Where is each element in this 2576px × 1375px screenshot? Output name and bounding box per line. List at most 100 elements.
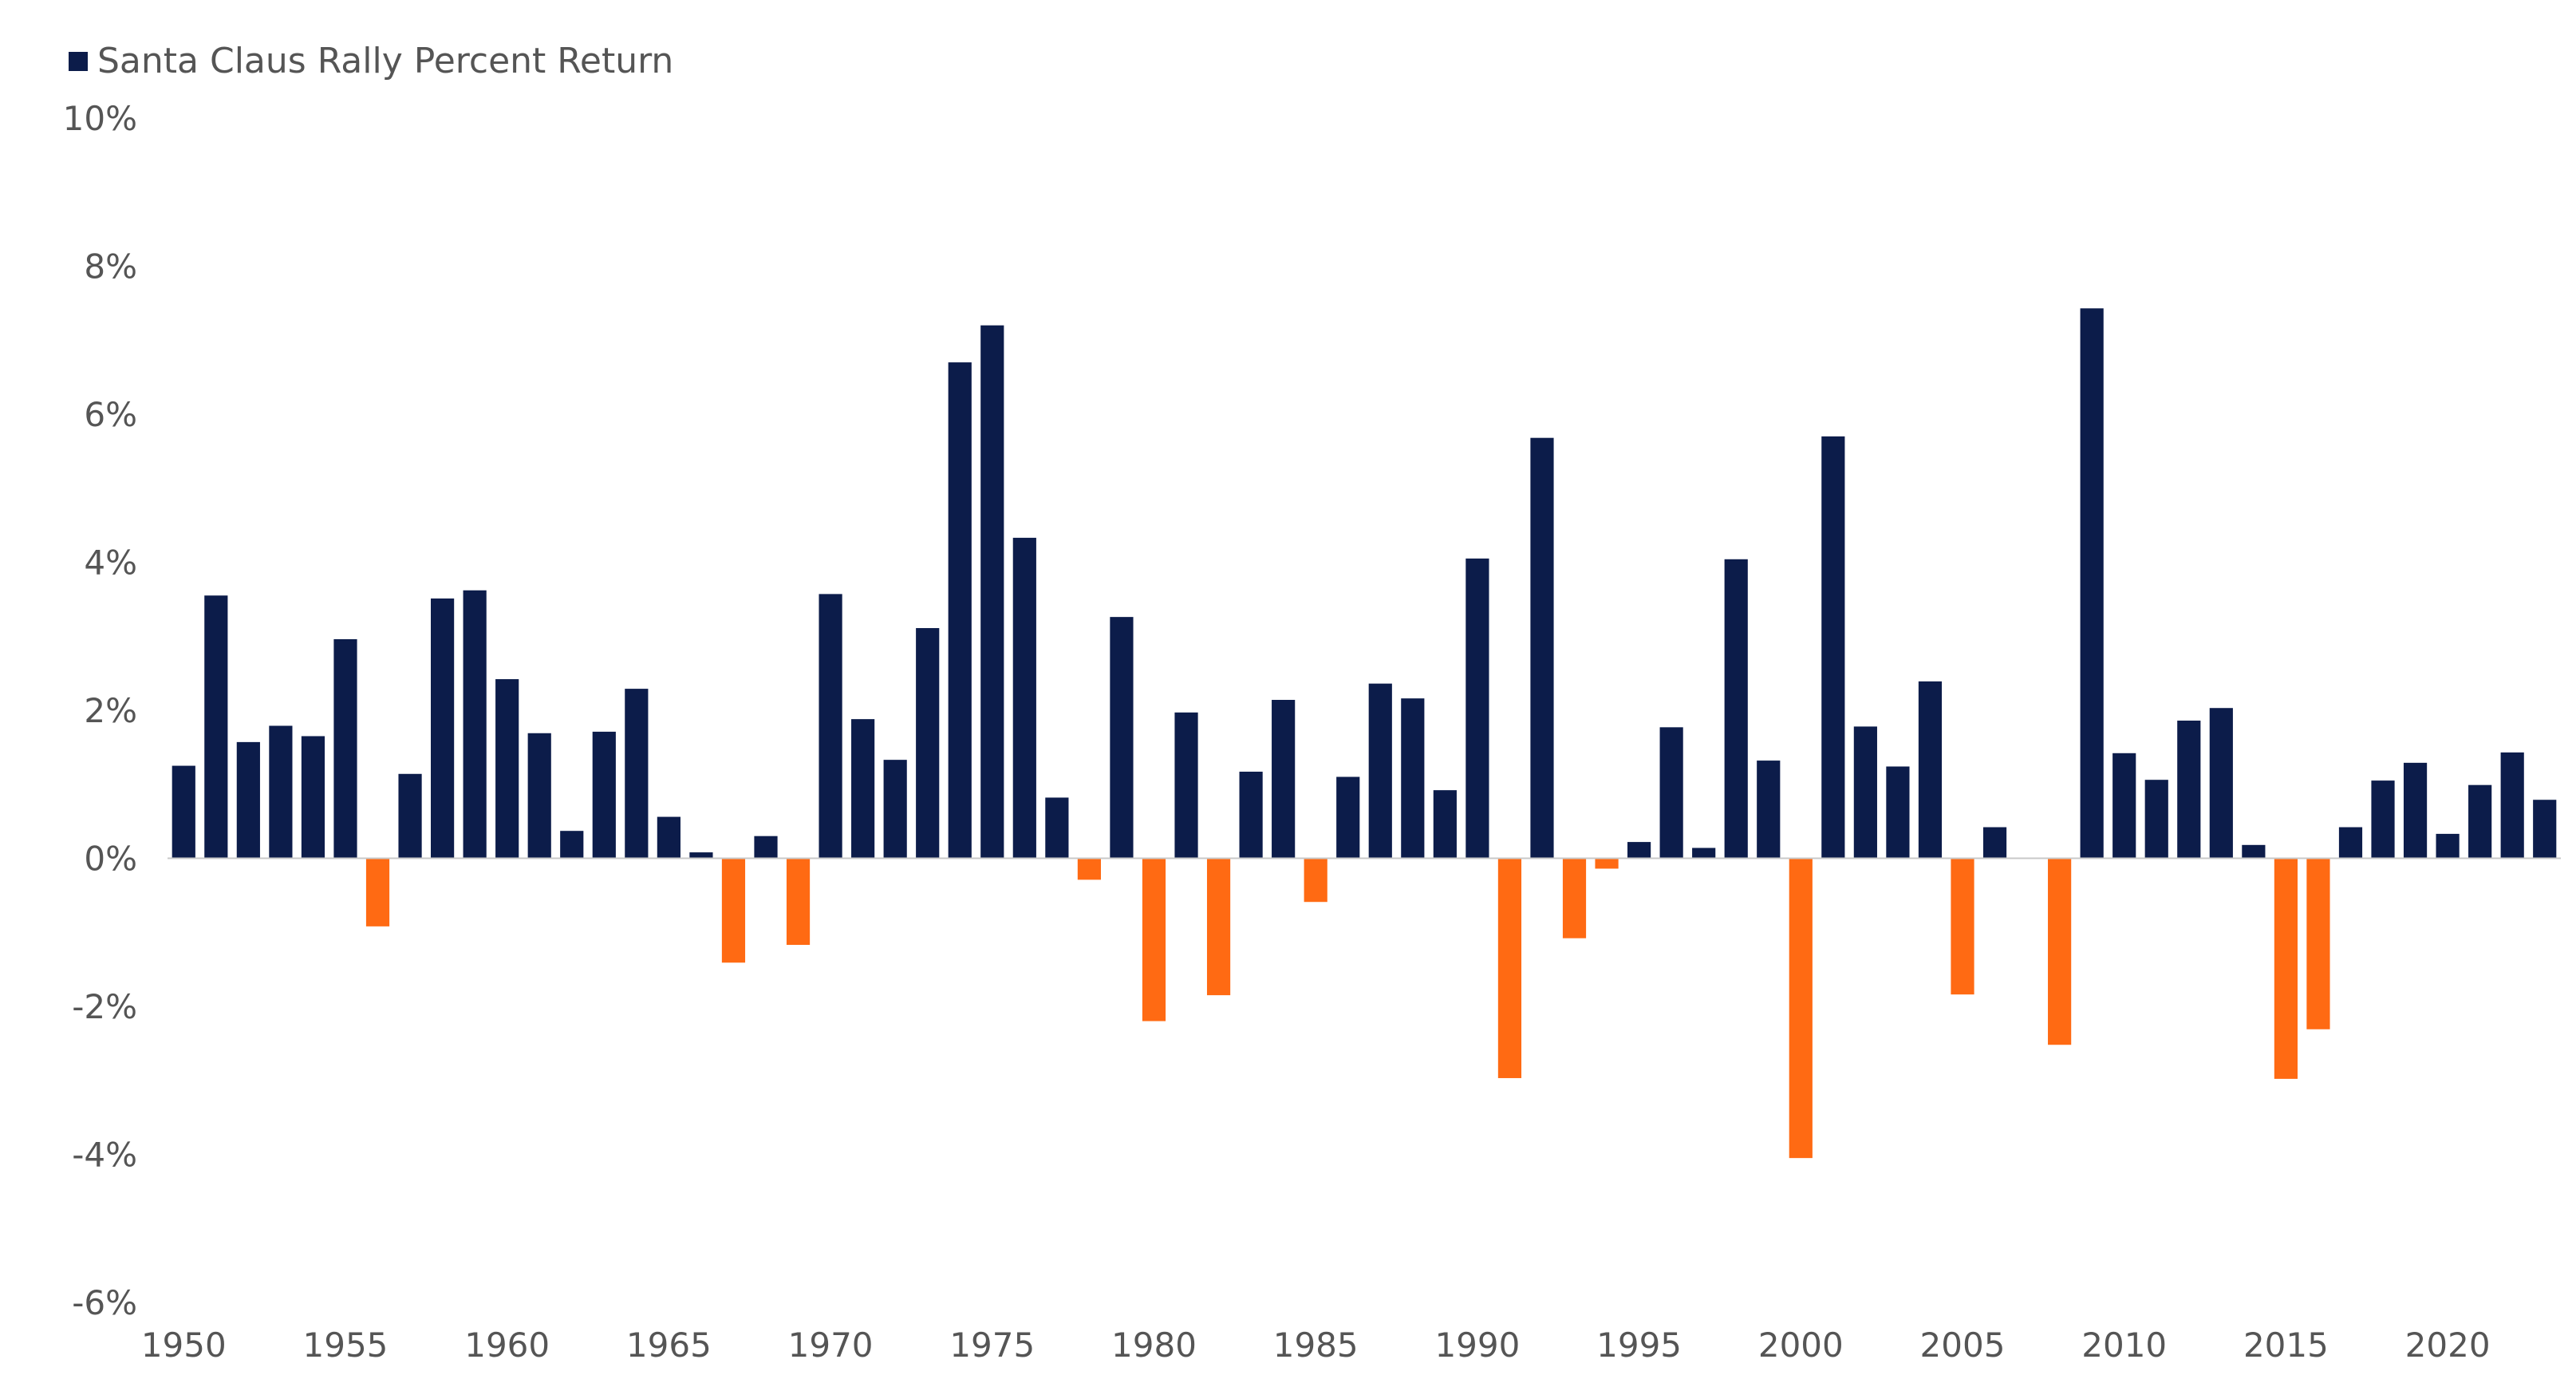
bar-1984: [1272, 700, 1296, 859]
bar-1994: [1595, 858, 1619, 869]
bar-2013: [2209, 708, 2233, 859]
bar-1996: [1659, 727, 1683, 859]
bar-1995: [1627, 842, 1651, 859]
x-axis: 1950 1955 1960 1965 1970 1975 1980 1985 1990 1995…: [141, 1326, 2491, 1365]
bar-2008: [2048, 858, 2072, 1045]
bar-1985: [1304, 858, 1327, 903]
y-tick-label: 4%: [84, 543, 137, 583]
bar-1987: [1368, 683, 1392, 859]
bars-group: [172, 308, 2557, 1159]
x-tick-label: 2000: [1758, 1326, 1844, 1365]
x-tick-label: 1960: [464, 1326, 550, 1365]
bar-2017: [2338, 827, 2363, 859]
bar-2019: [2403, 762, 2428, 859]
bar-1992: [1530, 437, 1554, 859]
bar-1980: [1142, 858, 1166, 1021]
x-tick-label: 2015: [2243, 1326, 2329, 1365]
bar-1972: [883, 760, 907, 859]
bar-1989: [1433, 790, 1457, 859]
bar-2022: [2500, 752, 2524, 859]
bar-2010: [2112, 753, 2136, 859]
bar-2012: [2177, 720, 2201, 859]
bar-1959: [463, 590, 487, 859]
x-tick-label: 2010: [2081, 1326, 2167, 1365]
x-tick-label: 1995: [1596, 1326, 1682, 1365]
bar-1958: [431, 598, 455, 859]
bar-2006: [1982, 827, 2007, 859]
bar-1953: [269, 725, 293, 859]
y-tick-label: 6%: [84, 395, 137, 434]
legend-swatch: [69, 52, 88, 71]
bar-1979: [1110, 617, 1134, 859]
bar-2014: [2242, 844, 2266, 859]
bar-1974: [948, 362, 972, 859]
bar-1964: [625, 689, 649, 859]
bar-1990: [1466, 558, 1489, 859]
bar-2021: [2468, 784, 2492, 859]
bar-2011: [2144, 780, 2168, 859]
bar-1950: [172, 765, 195, 859]
bar-1968: [754, 836, 778, 859]
x-tick-label: 2020: [2405, 1326, 2491, 1365]
legend: Santa Claus Rally Percent Return: [69, 41, 673, 81]
bar-1977: [1045, 797, 1069, 859]
bar-1951: [204, 595, 228, 859]
bar-1957: [398, 773, 422, 859]
x-tick-label: 1980: [1111, 1326, 1197, 1365]
bar-2005: [1951, 858, 1974, 995]
legend-label: Santa Claus Rally Percent Return: [97, 41, 673, 81]
bar-1983: [1239, 771, 1263, 859]
bar-1999: [1757, 761, 1781, 859]
bar-1997: [1692, 848, 1716, 859]
bar-1993: [1562, 858, 1587, 938]
bar-1955: [333, 638, 357, 859]
bar-1998: [1724, 559, 1748, 859]
bar-1981: [1174, 712, 1198, 859]
bar-2003: [1886, 766, 1910, 859]
bar-1969: [786, 858, 811, 946]
bar-1960: [495, 679, 519, 859]
y-tick-label: 8%: [84, 247, 137, 286]
bar-1986: [1336, 776, 1360, 859]
bar-2004: [1918, 681, 1943, 859]
bar-1971: [851, 719, 875, 859]
x-tick-label: 1975: [949, 1326, 1035, 1365]
x-tick-label: 1950: [141, 1326, 227, 1365]
x-tick-label: 1955: [303, 1326, 389, 1365]
bar-2016: [2306, 858, 2330, 1029]
bar-2002: [1853, 726, 1877, 859]
bar-1967: [721, 858, 746, 963]
bar-1982: [1206, 858, 1231, 996]
bar-1963: [592, 731, 616, 859]
bar-1978: [1077, 858, 1101, 880]
y-tick-label: 2%: [84, 691, 137, 730]
bar-1966: [689, 852, 713, 859]
bar-1956: [365, 858, 390, 927]
bar-1965: [657, 816, 680, 859]
y-tick-label: 10%: [63, 99, 137, 138]
bar-1991: [1497, 858, 1522, 1078]
y-tick-label: 0%: [84, 840, 137, 879]
bar-1988: [1401, 698, 1425, 859]
bar-1961: [527, 733, 551, 859]
bar-2020: [2436, 833, 2460, 859]
bar-1975: [980, 325, 1004, 859]
bar-2009: [2080, 308, 2104, 859]
bar-2018: [2371, 780, 2395, 859]
bar-2015: [2274, 858, 2298, 1079]
bar-1954: [301, 736, 325, 859]
y-tick-label: -6%: [72, 1283, 137, 1322]
x-tick-label: 1985: [1273, 1326, 1359, 1365]
x-tick-label: 2005: [1920, 1326, 2006, 1365]
y-tick-label: -4%: [72, 1136, 137, 1175]
bar-2000: [1789, 858, 1813, 1159]
bar-1976: [1012, 537, 1036, 859]
bar-2023: [2533, 800, 2557, 859]
bar-1952: [236, 741, 260, 859]
y-tick-label: -2%: [72, 987, 137, 1026]
x-tick-label: 1990: [1434, 1326, 1520, 1365]
y-axis: 10% 8% 6% 4% 2% 0% -2% -4% -6%: [63, 99, 137, 1322]
x-tick-label: 1965: [626, 1326, 712, 1365]
x-tick-label: 1970: [788, 1326, 874, 1365]
